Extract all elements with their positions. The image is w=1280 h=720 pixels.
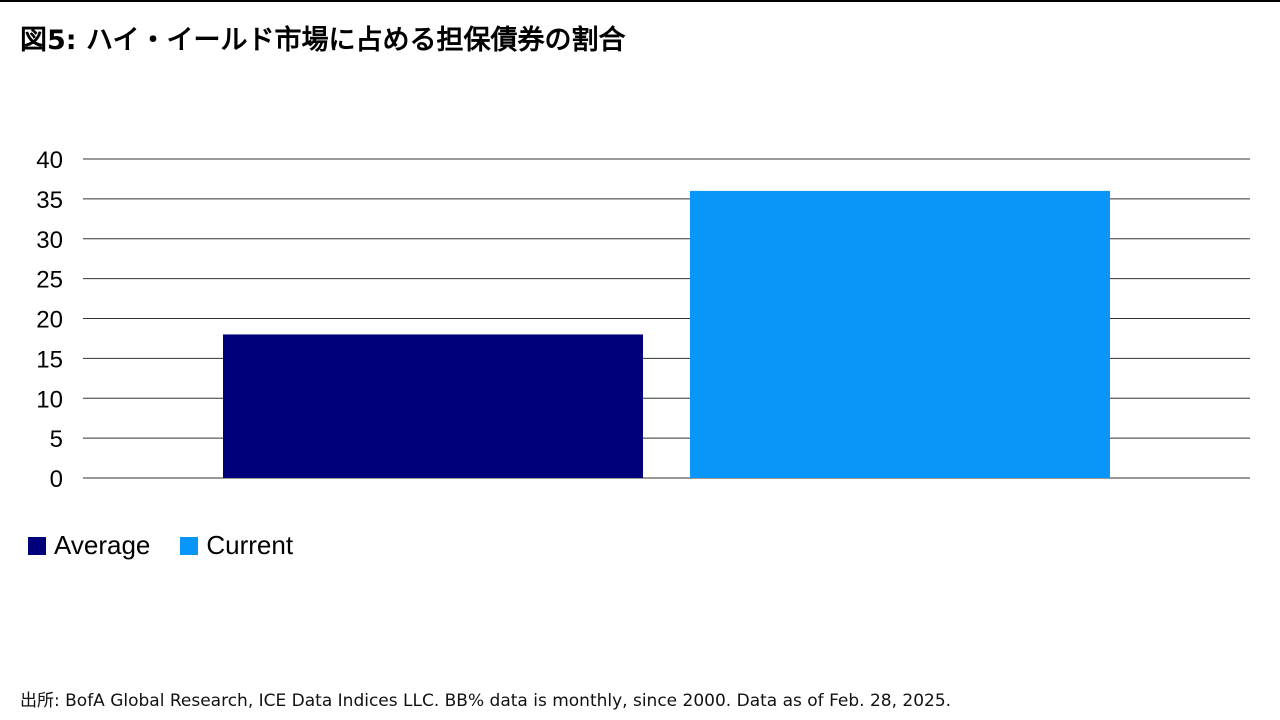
legend-swatch-current — [180, 536, 199, 555]
y-tick-label-20: 20 — [36, 307, 63, 334]
bar-average — [223, 334, 643, 478]
y-tick-label-15: 15 — [36, 346, 63, 373]
legend: Average Current — [28, 530, 323, 561]
y-tick-label-30: 30 — [36, 227, 63, 254]
legend-label-current: Current — [206, 530, 294, 560]
y-tick-label-0: 0 — [50, 466, 63, 493]
y-tick-label-10: 10 — [36, 386, 63, 413]
y-tick-label-25: 25 — [36, 267, 63, 294]
legend-item-average: Average — [28, 530, 150, 561]
top-rule — [0, 0, 1280, 2]
chart-title: 図5: ハイ・イールド市場に占める担保債券の割合 — [20, 25, 626, 56]
y-tick-label-40: 40 — [36, 147, 63, 174]
legend-swatch-average — [28, 536, 46, 555]
bar-chart: 0 5 10 15 20 25 30 35 40 — [36, 147, 1250, 493]
bar-current — [690, 190, 1110, 478]
y-tick-label-5: 5 — [50, 426, 63, 453]
y-tick-label-35: 35 — [36, 187, 63, 214]
legend-item-current: Current — [180, 530, 293, 561]
legend-label-average: Average — [54, 530, 151, 560]
source-note: 出所: BofA Global Research, ICE Data Indic… — [20, 691, 952, 711]
